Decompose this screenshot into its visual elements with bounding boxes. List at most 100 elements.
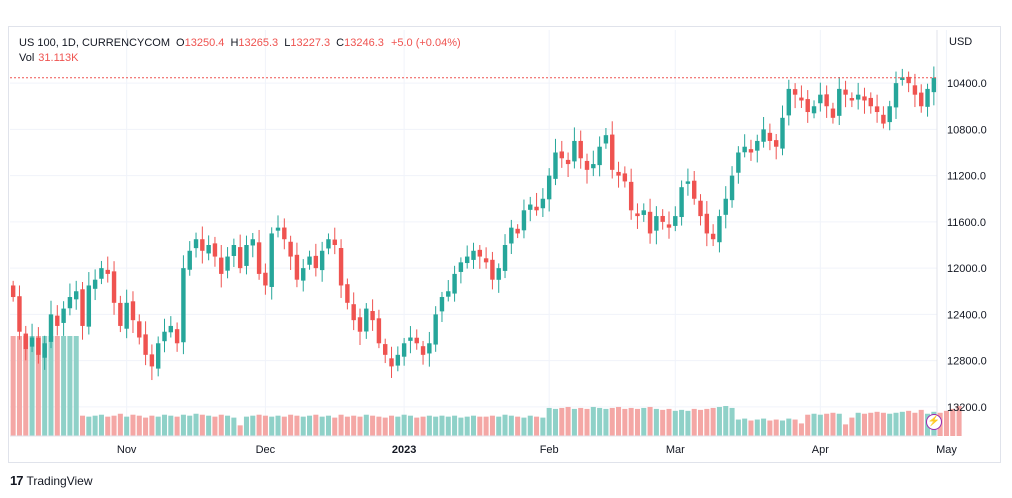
candle-body bbox=[124, 302, 129, 329]
volume-bar bbox=[86, 416, 92, 436]
volume-bar bbox=[294, 415, 300, 436]
candle-body bbox=[540, 198, 546, 209]
volume-bar bbox=[357, 416, 363, 436]
candle-body bbox=[559, 151, 564, 159]
volume-bar bbox=[792, 419, 798, 436]
volume-bar bbox=[912, 412, 918, 436]
candle-body bbox=[855, 94, 861, 100]
volume-bar bbox=[483, 416, 489, 436]
footer[interactable]: 17 TradingView bbox=[10, 473, 93, 488]
candle-body bbox=[29, 337, 35, 347]
volume-bar bbox=[502, 414, 508, 436]
high-value: 13265.3 bbox=[238, 37, 279, 49]
candle-body bbox=[99, 268, 104, 279]
volume-bar bbox=[332, 417, 338, 436]
candle-body bbox=[679, 187, 684, 218]
volume-bar bbox=[849, 417, 855, 436]
candle-body bbox=[332, 239, 337, 245]
candle-body bbox=[395, 354, 401, 366]
volume-bar bbox=[710, 407, 716, 436]
candle-body bbox=[546, 175, 552, 200]
volume-bar bbox=[754, 419, 760, 436]
volume-bar bbox=[672, 410, 678, 436]
time-tick-label: Nov bbox=[117, 444, 137, 456]
candle-body bbox=[597, 146, 602, 166]
volume-bar bbox=[779, 420, 786, 436]
candle-body bbox=[755, 140, 760, 151]
candle-body bbox=[906, 76, 911, 84]
volume-bar bbox=[843, 424, 849, 436]
tradingview-logo-icon: 17 bbox=[10, 473, 24, 488]
volume-bar bbox=[199, 414, 205, 436]
volume-bar bbox=[42, 336, 48, 436]
volume-bar bbox=[351, 415, 357, 436]
volume-bar bbox=[155, 416, 161, 436]
volume-value: 31.113K bbox=[38, 52, 79, 64]
volume-bar bbox=[546, 407, 552, 436]
volume-bar bbox=[180, 414, 186, 436]
candle-body bbox=[616, 171, 621, 176]
candlesticks bbox=[10, 66, 937, 381]
volume-bar bbox=[836, 413, 842, 436]
volume-bar bbox=[723, 406, 729, 436]
volume-bar bbox=[735, 419, 741, 436]
time-tick-label: 2023 bbox=[392, 444, 416, 456]
price-tick-label: 10400.0 bbox=[947, 78, 987, 90]
volume-bar bbox=[697, 409, 704, 436]
volume-bar bbox=[609, 407, 615, 436]
candle-body bbox=[408, 337, 413, 341]
candle-body bbox=[143, 334, 148, 355]
volume-bar bbox=[269, 416, 275, 436]
volume-bar bbox=[874, 411, 880, 436]
candle-body bbox=[174, 329, 180, 344]
volume-bar bbox=[395, 416, 401, 436]
candle-body bbox=[118, 302, 123, 326]
volume-bar bbox=[691, 408, 697, 436]
volume-bar bbox=[679, 409, 685, 436]
volume-bar bbox=[716, 406, 722, 436]
candle-body bbox=[515, 228, 520, 234]
candle-body bbox=[811, 106, 817, 114]
volume-bar bbox=[338, 414, 344, 436]
candle-body bbox=[572, 140, 577, 162]
candle-body bbox=[729, 175, 735, 201]
volume-bar bbox=[48, 336, 54, 436]
volume-bar bbox=[666, 408, 672, 436]
flash-icon[interactable]: ⚡ bbox=[926, 414, 942, 430]
candle-body bbox=[799, 97, 804, 101]
close-key: C bbox=[336, 37, 345, 49]
volume-bar bbox=[439, 415, 445, 436]
volume-bar bbox=[552, 408, 559, 436]
candle-body bbox=[893, 83, 899, 108]
volume-bar bbox=[647, 406, 653, 436]
volume-bar bbox=[906, 410, 912, 436]
candle-body bbox=[301, 268, 306, 281]
volume-bar bbox=[10, 336, 16, 436]
candle-body bbox=[452, 273, 457, 294]
volume-bar bbox=[225, 415, 231, 436]
chart-panel[interactable] bbox=[8, 26, 1001, 463]
candle-body bbox=[74, 291, 79, 300]
volume-bar bbox=[685, 410, 691, 436]
volume-bar bbox=[73, 336, 79, 436]
currency-label[interactable]: USD bbox=[949, 36, 973, 48]
volume-bar bbox=[477, 416, 483, 436]
candle-body bbox=[528, 204, 533, 210]
candle-body bbox=[458, 262, 464, 272]
candle-body bbox=[591, 164, 596, 169]
candle-body bbox=[86, 285, 92, 327]
brand-label: TradingView bbox=[26, 473, 93, 488]
high-key: H bbox=[230, 37, 239, 49]
candle-body bbox=[357, 317, 363, 332]
volume-bar bbox=[187, 415, 193, 436]
candle-body bbox=[420, 346, 426, 355]
volume-bar bbox=[124, 416, 130, 436]
volume-bar bbox=[376, 416, 382, 436]
price-tick-label: 10800.0 bbox=[947, 124, 987, 136]
volume-bar bbox=[231, 417, 237, 436]
candle-body bbox=[704, 213, 710, 234]
time-tick-label: Mar bbox=[666, 444, 685, 456]
price-tick-label: 12800.0 bbox=[947, 356, 987, 368]
volume-bar bbox=[401, 414, 407, 436]
